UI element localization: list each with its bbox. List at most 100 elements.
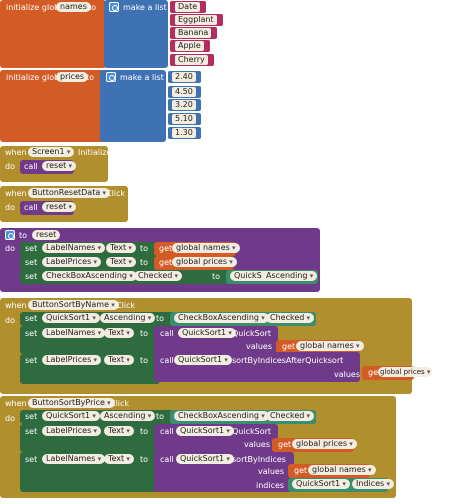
var-name-names[interactable]: names [56,2,91,12]
arg-label: values [244,440,271,449]
to-label: to [212,272,221,281]
property-dropdown[interactable]: Text [104,454,134,464]
to-label: to [88,3,97,12]
method-name: QuickSort [232,329,272,338]
component-dropdown[interactable]: Screen1 [28,147,75,157]
number-value: 2.40 [172,72,196,82]
call-label: call [160,455,174,464]
init-global-prices-block[interactable] [0,70,106,142]
set-label: set [25,412,38,421]
component-dropdown[interactable]: CheckBoxAscending [174,313,269,323]
number-item[interactable]: 4.50 [168,86,201,98]
property-dropdown[interactable]: Text [106,243,136,253]
string-value: Eggplant [175,15,217,25]
property-dropdown[interactable]: Checked [134,271,183,281]
variable-dropdown[interactable]: global prices [292,439,357,449]
event-name: Click [110,399,130,408]
property-dropdown[interactable]: Ascending [100,313,156,323]
component-dropdown[interactable]: QuickSort1 [174,355,232,365]
method-name: sortByIndicesAfterQuicksort [232,356,344,365]
component-dropdown[interactable]: LabelPrices [42,355,102,365]
mutator-gear-icon[interactable] [109,2,119,12]
set-label: set [25,455,38,464]
do-label: do [5,414,15,423]
component-dropdown[interactable]: LabelNames [42,328,106,338]
component-dropdown[interactable]: QuickSort1 [178,328,236,338]
component-dropdown[interactable]: QuickSort1 [176,426,234,436]
variable-dropdown[interactable]: global names [172,243,240,253]
string-value: Date [175,2,201,12]
to-label: to [156,412,165,421]
procedure-dropdown[interactable]: reset [42,161,77,171]
component-dropdown[interactable]: ButtonResetData [28,188,110,198]
do-label: do [5,244,15,253]
to-label: to [140,356,149,365]
property-dropdown[interactable]: Text [104,328,134,338]
string-item-eggplant[interactable]: Eggplant [170,14,223,26]
string-item-date[interactable]: Date [170,1,207,13]
set-label: set [25,258,38,267]
call-label: call [24,162,38,171]
component-dropdown[interactable]: LabelNames [42,243,106,253]
component-dropdown[interactable]: LabelNames [42,454,106,464]
mutator-gear-icon[interactable] [5,230,15,240]
set-label: set [25,329,38,338]
component-dropdown[interactable]: CheckBoxAscending [42,271,137,281]
string-item-apple[interactable]: Apple [170,40,210,52]
property-dropdown[interactable]: Ascending [262,271,318,281]
when-label: when [5,399,27,408]
component-dropdown[interactable]: QuickSort1 [292,479,350,489]
variable-dropdown[interactable]: global names [308,465,376,475]
arg-label: values [246,342,273,351]
number-item[interactable]: 5.10 [168,113,201,125]
property-dropdown[interactable]: Text [104,355,134,365]
to-label: to [140,455,149,464]
set-label: set [25,244,38,253]
when-label: when [5,148,27,157]
arg-label: values [334,370,361,379]
component-dropdown[interactable]: ButtonSortByPrice [28,398,115,408]
number-value: 1.30 [172,128,196,138]
variable-dropdown[interactable]: global prices [378,367,433,377]
string-item-banana[interactable]: Banana [170,27,218,39]
component-dropdown[interactable]: QuickSort1 [230,271,288,281]
component-dropdown[interactable]: LabelPrices [42,257,102,267]
get-label: get [368,368,382,377]
procedure-name[interactable]: reset [32,230,61,240]
property-dropdown[interactable]: Checked [266,313,315,323]
property-dropdown[interactable]: Checked [266,411,315,421]
call-label: call [160,329,174,338]
make-list-prices[interactable] [100,70,166,142]
property-dropdown[interactable]: Text [104,426,134,436]
event-name: Click [116,301,136,310]
property-dropdown[interactable]: Indices [352,479,394,489]
var-name-prices[interactable]: prices [56,72,89,82]
procedure-dropdown[interactable]: reset [42,202,77,212]
component-dropdown[interactable]: CheckBoxAscending [174,411,269,421]
arg-label-values: values [258,467,285,476]
mutator-gear-icon[interactable] [106,72,116,82]
event-name: Click [106,189,126,198]
set-label: set [25,272,38,281]
number-value: 4.50 [172,87,196,97]
component-dropdown[interactable]: ButtonSortByName [28,300,119,310]
property-dropdown[interactable]: Text [106,257,136,267]
make-list-label: make a list [120,73,164,82]
number-value: 3.20 [172,100,196,110]
component-dropdown[interactable]: QuickSort1 [176,454,234,464]
to-label: to [19,231,28,240]
property-dropdown[interactable]: Ascending [100,411,156,421]
when-label: when [5,189,27,198]
method-name: QuickSort [232,427,272,436]
component-dropdown[interactable]: QuickSort1 [42,313,100,323]
number-item[interactable]: 2.40 [168,71,201,83]
variable-dropdown[interactable]: global names [296,341,364,351]
string-item-cherry[interactable]: Cherry [170,54,214,66]
component-dropdown[interactable]: QuickSort1 [42,411,100,421]
set-label: set [25,314,38,323]
number-item[interactable]: 3.20 [168,99,201,111]
when-label: when [5,301,27,310]
variable-dropdown[interactable]: global prices [172,257,237,267]
number-item[interactable]: 1.30 [168,127,201,139]
component-dropdown[interactable]: LabelPrices [42,426,102,436]
